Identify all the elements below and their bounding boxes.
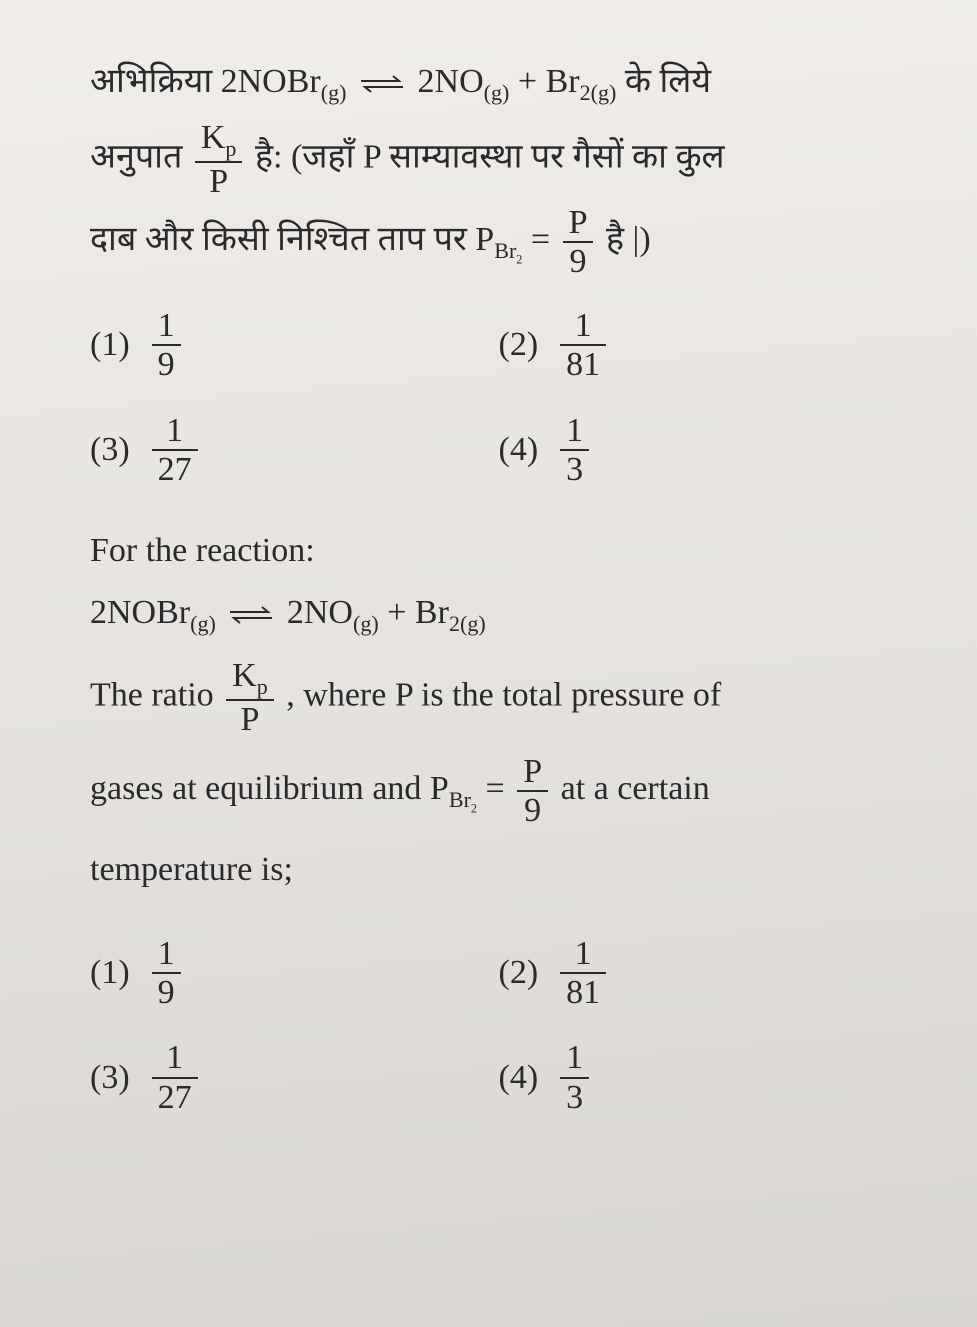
subscript: p: [225, 135, 236, 160]
option-2[interactable]: (2) 1 81: [499, 921, 908, 1026]
option-label: (3): [90, 1059, 130, 1097]
option-label: (3): [90, 431, 130, 469]
numerator: 1: [560, 1039, 589, 1078]
option-fraction: 1 9: [152, 307, 181, 384]
fraction-p-over-9: P 9: [563, 204, 594, 281]
text: K: [201, 119, 226, 156]
denominator: 3: [560, 1079, 589, 1116]
text: Br: [494, 238, 516, 263]
text: है: (जहाँ P साम्यावस्था पर गैसों का कुल: [255, 138, 725, 175]
option-1[interactable]: (1) 1 9: [90, 293, 499, 398]
numerator: 1: [560, 412, 589, 451]
text: The ratio: [90, 677, 222, 714]
subscript: p: [257, 674, 268, 699]
option-2[interactable]: (2) 1 81: [499, 293, 908, 398]
denominator: 3: [560, 451, 589, 488]
denominator: 9: [152, 346, 181, 383]
subscript: Br2: [449, 787, 477, 812]
text: at a certain: [561, 770, 710, 807]
page: अभिक्रिया 2NOBr(g) 2NO(g) + Br2(g) के लि…: [0, 0, 977, 1327]
denominator: P: [195, 163, 243, 200]
hindi-options: (1) 1 9 (2) 1 81 (3) 1 27 (4) 1 3: [90, 293, 907, 503]
option-fraction: 1 27: [152, 412, 198, 489]
option-fraction: 1 81: [560, 307, 606, 384]
option-3[interactable]: (3) 1 27: [90, 398, 499, 503]
numerator: P: [563, 204, 594, 243]
denominator: 27: [152, 1079, 198, 1116]
option-fraction: 1 81: [560, 935, 606, 1012]
option-label: (4): [499, 1059, 539, 1097]
equilibrium-arrow-icon: [359, 73, 405, 95]
fraction-kp-over-p: Kp P: [195, 119, 243, 200]
numerator: 1: [152, 935, 181, 974]
text: , where P is the total pressure of: [286, 677, 721, 714]
option-4[interactable]: (4) 1 3: [499, 398, 908, 503]
hindi-line-2: अनुपात Kp P है: (जहाँ P साम्यावस्था पर ग…: [90, 119, 907, 200]
hindi-line-1: अभिक्रिया 2NOBr(g) 2NO(g) + Br2(g) के लि…: [90, 50, 907, 115]
english-options: (1) 1 9 (2) 1 81 (3) 1 27 (4) 1 3: [90, 921, 907, 1131]
denominator: 9: [563, 243, 594, 280]
subscript: 2(g): [580, 80, 617, 105]
text: अभिक्रिया 2NOBr: [90, 63, 321, 100]
option-1[interactable]: (1) 1 9: [90, 921, 499, 1026]
numerator: P: [517, 753, 548, 792]
text: है |): [606, 221, 651, 258]
subscript: (g): [321, 80, 347, 105]
numerator: 1: [560, 307, 606, 346]
numerator: Kp: [195, 119, 243, 163]
option-label: (2): [499, 954, 539, 992]
text: =: [477, 770, 513, 807]
numerator: 1: [152, 1039, 198, 1078]
text: gases at equilibrium and P: [90, 770, 449, 807]
option-label: (1): [90, 326, 130, 364]
subscript: (g): [353, 610, 379, 635]
option-label: (2): [499, 326, 539, 364]
option-fraction: 1 9: [152, 935, 181, 1012]
option-label: (4): [499, 431, 539, 469]
text: दाब और किसी निश्चित ताप पर P: [90, 221, 494, 258]
text: + Br: [509, 63, 579, 100]
denominator: 9: [517, 792, 548, 829]
english-temperature-line: temperature is;: [90, 839, 907, 900]
option-fraction: 1 3: [560, 1039, 589, 1116]
option-fraction: 1 27: [152, 1039, 198, 1116]
denominator: 81: [560, 974, 606, 1011]
numerator: 1: [152, 412, 198, 451]
text: 2NO: [409, 63, 484, 100]
subscript: Br2: [494, 238, 522, 263]
option-3[interactable]: (3) 1 27: [90, 1025, 499, 1130]
text: 2NOBr: [90, 594, 190, 631]
option-label: (1): [90, 954, 130, 992]
text: 2NO: [278, 594, 353, 631]
english-equation: 2NOBr(g) 2NO(g) + Br2(g): [90, 582, 907, 644]
numerator: 1: [560, 935, 606, 974]
hindi-line-3: दाब और किसी निश्चित ताप पर PBr2 = P 9 है…: [90, 204, 907, 281]
text: अनुपात: [90, 138, 191, 175]
denominator: 81: [560, 346, 606, 383]
denominator: 9: [152, 974, 181, 1011]
option-4[interactable]: (4) 1 3: [499, 1025, 908, 1130]
denominator: P: [226, 701, 274, 738]
text: के लिये: [616, 63, 711, 100]
fraction-p-over-9: P 9: [517, 753, 548, 830]
denominator: 27: [152, 451, 198, 488]
subscript: (g): [484, 80, 510, 105]
subscript: (g): [190, 610, 216, 635]
numerator: 1: [152, 307, 181, 346]
option-fraction: 1 3: [560, 412, 589, 489]
english-gases-line: gases at equilibrium and PBr2 = P 9 at a…: [90, 753, 907, 830]
text: K: [232, 657, 257, 694]
fraction-kp-over-p: Kp P: [226, 657, 274, 738]
text: =: [522, 221, 558, 258]
numerator: Kp: [226, 657, 274, 701]
subscript: 2(g): [449, 610, 486, 635]
english-heading: For the reaction:: [90, 520, 907, 581]
text: + Br: [379, 594, 449, 631]
english-ratio-line: The ratio Kp P , where P is the total pr…: [90, 657, 907, 738]
equilibrium-arrow-icon: [228, 604, 274, 626]
text: Br: [449, 787, 471, 812]
